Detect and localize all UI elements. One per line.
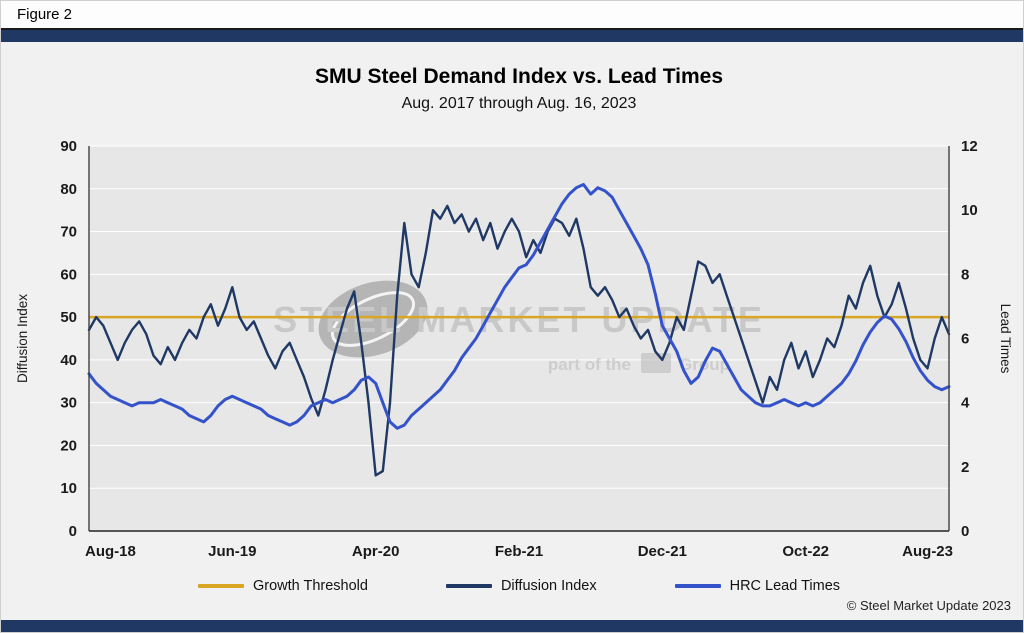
figure-label: Figure 2 [17, 6, 73, 23]
left-axis-tick-label: 30 [60, 395, 77, 412]
right-axis-title: Lead Times [998, 304, 1013, 374]
x-axis-tick-label: Aug-18 [85, 543, 136, 560]
x-axis-tick-label: Jun-19 [208, 543, 256, 560]
right-axis-tick-label: 6 [961, 331, 969, 348]
right-axis-tick-label: 4 [961, 395, 970, 412]
figure-header: Figure 2 [1, 1, 1023, 30]
right-axis-tick-label: 2 [961, 459, 969, 476]
right-axis-tick-label: 0 [961, 523, 969, 540]
hrc-lead-times-line [87, 183, 951, 430]
growth-threshold-swatch [197, 584, 244, 588]
right-axis-tick-label: 8 [961, 266, 969, 283]
top-brand-bar [1, 30, 1023, 42]
right-axis-tick-label: 12 [961, 138, 978, 155]
watermark-logo-ellipse [318, 280, 428, 358]
left-axis-tick-label: 20 [60, 437, 77, 454]
watermark-text: STEEL MARKET UPDATE [273, 299, 765, 340]
watermark-logo-swoosh [330, 291, 416, 347]
x-axis-tick-label: Dec-21 [638, 543, 687, 560]
legend-item-growth-threshold: Growth Threshold [197, 578, 368, 594]
left-axis-tick-label: 50 [60, 309, 77, 326]
plot-background [89, 146, 949, 531]
x-axis-tick-label: Feb-21 [495, 543, 543, 560]
copyright: © Steel Market Update 2023 [846, 598, 1011, 613]
bottom-brand-bar [1, 620, 1023, 632]
chart-title: SMU Steel Demand Index vs. Lead Times [314, 65, 724, 88]
x-axis-tick-label: Apr-20 [352, 543, 400, 560]
left-axis-tick-label: 0 [69, 523, 77, 540]
diffusion-index-line [87, 204, 951, 477]
legend-item-diffusion-index: Diffusion Index [445, 578, 597, 594]
watermark-subtext-prefix: part of the [548, 355, 631, 374]
chart-subtitle: Aug. 2017 through Aug. 16, 2023 [401, 95, 637, 112]
left-axis-tick-label: 60 [60, 266, 77, 283]
x-axis-tick-label: Oct-22 [782, 543, 829, 560]
watermark-logo-box [641, 353, 671, 373]
legend-label-hrc-lead-times: HRC Lead Times [729, 578, 841, 594]
left-axis-tick-label: 40 [60, 352, 77, 369]
left-axis-tick-label: 90 [60, 138, 77, 155]
legend: Growth Threshold Diffusion Index HRC Lea… [89, 575, 949, 597]
left-axis-tick-label: 70 [60, 224, 77, 241]
diffusion-index-swatch [445, 584, 492, 588]
right-axis-tick-label: 10 [961, 202, 978, 219]
hrc-lead-times-swatch [674, 584, 721, 588]
legend-item-hrc-lead-times: HRC Lead Times [674, 578, 841, 594]
left-axis-tick-label: 80 [60, 181, 77, 198]
legend-label-growth-threshold: Growth Threshold [252, 578, 368, 594]
legend-label-diffusion-index: Diffusion Index [500, 578, 597, 594]
left-axis-tick-label: 10 [60, 480, 77, 497]
x-axis-tick-label: Aug-23 [902, 543, 953, 560]
left-axis-title: Diffusion Index [15, 294, 30, 383]
